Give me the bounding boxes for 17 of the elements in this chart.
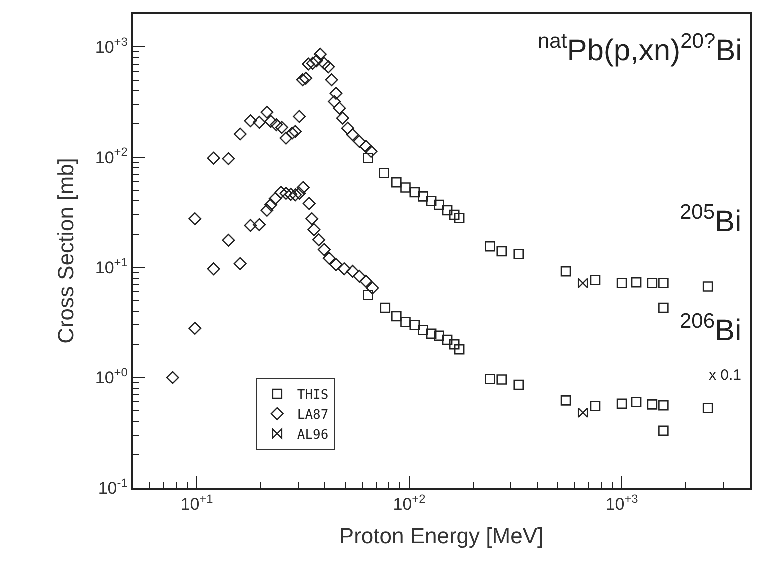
legend-label: THIS bbox=[297, 388, 329, 404]
y-tick-label: 10$^{+2}$ bbox=[95, 145, 128, 168]
x-axis-title: Proton Energy [MeV] bbox=[339, 524, 544, 549]
y-tick-label: 10$^{+0}$ bbox=[95, 366, 128, 388]
y-axis-title: Cross Section [mb] bbox=[54, 158, 79, 344]
legend-label: AL96 bbox=[297, 428, 329, 443]
y-tick-label: 10$^{-1}$ bbox=[98, 476, 128, 498]
y-tick-label: 10$^{+3}$ bbox=[95, 34, 128, 58]
annotation: $^{205}$Bi bbox=[680, 201, 742, 239]
annotation: $^{nat}$Pb(p,xn)$^{20?}$Bi bbox=[538, 30, 742, 68]
x-tick-label: 10$^{+1}$ bbox=[180, 492, 214, 514]
y-tick-label: 10$^{+1}$ bbox=[95, 255, 128, 278]
legend-label: LA87 bbox=[297, 408, 329, 423]
annotation: x 0.1 bbox=[709, 367, 742, 384]
x-tick-label: 10$^{+2}$ bbox=[393, 492, 426, 514]
x-tick-label: 10$^{+3}$ bbox=[606, 492, 639, 514]
annotation: $^{206}$Bi bbox=[680, 310, 742, 348]
